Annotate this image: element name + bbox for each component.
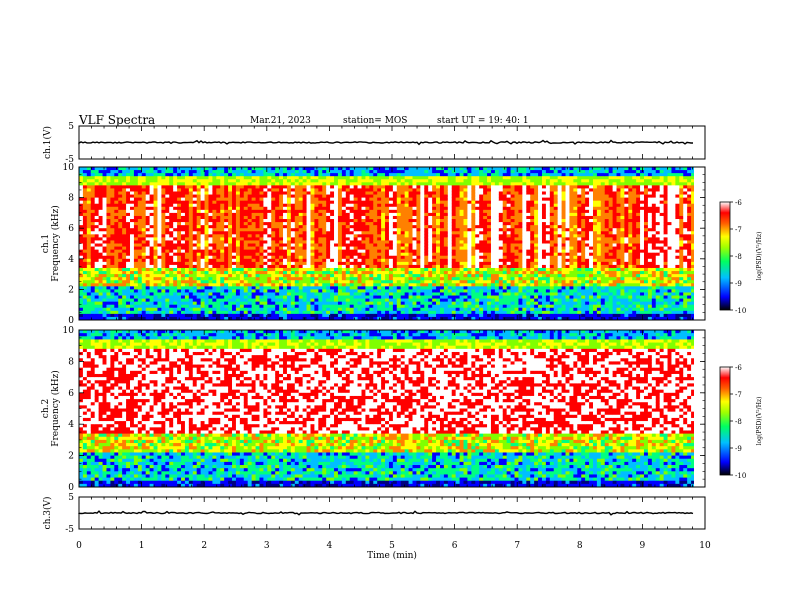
colorbar-tick-label: -8 bbox=[735, 253, 742, 261]
colorbar-tick-label: -7 bbox=[735, 226, 742, 234]
y-tick-label: 4 bbox=[68, 420, 74, 430]
x-tick-label: 10 bbox=[699, 541, 711, 551]
x-tick-label: 8 bbox=[577, 541, 583, 551]
axes-ch1-waveform: 5 -5 ch.1(V) bbox=[42, 122, 706, 165]
channel-label: ch.1 bbox=[41, 234, 51, 253]
channel-label: ch.2 bbox=[41, 399, 51, 418]
waveform-layer bbox=[78, 139, 694, 516]
colorbar-label: log(PSD)(V²/Hz) bbox=[756, 397, 763, 446]
x-tick-label: 6 bbox=[452, 541, 458, 551]
y-tick-label: 10 bbox=[63, 326, 75, 336]
spectrogram-image-ch2 bbox=[79, 330, 705, 488]
y-tick-label: -5 bbox=[65, 155, 74, 165]
x-tick-label: 5 bbox=[389, 541, 395, 551]
colorbar-label: log(PSD)(V²/Hz) bbox=[756, 232, 763, 281]
x-tick-label: 3 bbox=[264, 541, 270, 551]
axes-ch2-spectrogram: 0 2 4 6 8 10 ch.2 Frequency (kHz) -6 -7 -8 -9 -10 log… bbox=[41, 326, 763, 493]
x-tick-label: 4 bbox=[327, 541, 333, 551]
x-tick-label: 2 bbox=[201, 541, 207, 551]
colorbar-scale bbox=[719, 201, 731, 311]
y-tick-label: 2 bbox=[68, 285, 74, 295]
colorbar-tick-label: -10 bbox=[735, 472, 746, 480]
station-label: station= MOS bbox=[343, 116, 408, 126]
y-axis-label: Frequency (kHz) bbox=[50, 370, 61, 447]
x-tick-label: 0 bbox=[76, 541, 82, 551]
colorbar-tick-label: -7 bbox=[735, 391, 742, 399]
colorbar-tick-label: -10 bbox=[735, 307, 746, 315]
y-tick-label: 4 bbox=[68, 255, 74, 265]
y-tick-label: 6 bbox=[68, 389, 74, 399]
y-axis-label: ch.3(V) bbox=[42, 497, 53, 530]
y-tick-label: -5 bbox=[65, 525, 74, 535]
axes-ch1-spectrogram: 0 2 4 6 8 10 ch.1 Frequency (kHz) -6 -7 -8 -9 -10 log… bbox=[41, 163, 763, 326]
y-axis-label: ch.1(V) bbox=[42, 126, 53, 159]
waveform-trace-ch3 bbox=[78, 510, 694, 516]
waveform-trace-ch1 bbox=[78, 139, 693, 146]
y-tick-label: 0 bbox=[68, 483, 74, 493]
colorbar: -6 -7 -8 -9 -10 log(PSD)(V²/Hz) bbox=[719, 364, 763, 480]
colorbar: -6 -7 -8 -9 -10 log(PSD)(V²/Hz) bbox=[719, 199, 763, 315]
colorbar-scale bbox=[719, 366, 731, 476]
start-time-label: start UT = 19: 40: 1 bbox=[437, 116, 529, 126]
spectrogram-image-ch1 bbox=[79, 167, 705, 321]
spectrogram-layer bbox=[79, 167, 705, 488]
chart-title: VLF Spectra bbox=[79, 113, 156, 127]
y-tick-label: 8 bbox=[68, 357, 74, 367]
y-tick-label: 5 bbox=[68, 493, 74, 503]
y-axis-label: Frequency (kHz) bbox=[50, 205, 61, 282]
date-label: Mar.21, 2023 bbox=[250, 116, 311, 126]
y-tick-label: 8 bbox=[68, 194, 74, 204]
y-tick-label: 6 bbox=[68, 224, 74, 234]
colorbar-tick-label: -9 bbox=[735, 280, 742, 288]
colorbar-tick-label: -8 bbox=[735, 418, 742, 426]
colorbar-tick-label: -6 bbox=[735, 364, 742, 372]
x-tick-label: 1 bbox=[139, 541, 145, 551]
colorbar-tick-label: -6 bbox=[735, 199, 742, 207]
x-tick-label: 7 bbox=[514, 541, 520, 551]
y-tick-label: 2 bbox=[68, 452, 74, 462]
y-tick-label: 5 bbox=[68, 122, 74, 132]
y-tick-label: 10 bbox=[63, 163, 75, 173]
axes-ch3-waveform: 5 -5 ch.3(V) bbox=[42, 493, 706, 535]
colorbar-tick-label: -9 bbox=[735, 445, 742, 453]
x-tick-label: 9 bbox=[640, 541, 646, 551]
y-tick-label: 0 bbox=[68, 316, 74, 326]
x-axis-label: Time (min) bbox=[367, 550, 417, 561]
